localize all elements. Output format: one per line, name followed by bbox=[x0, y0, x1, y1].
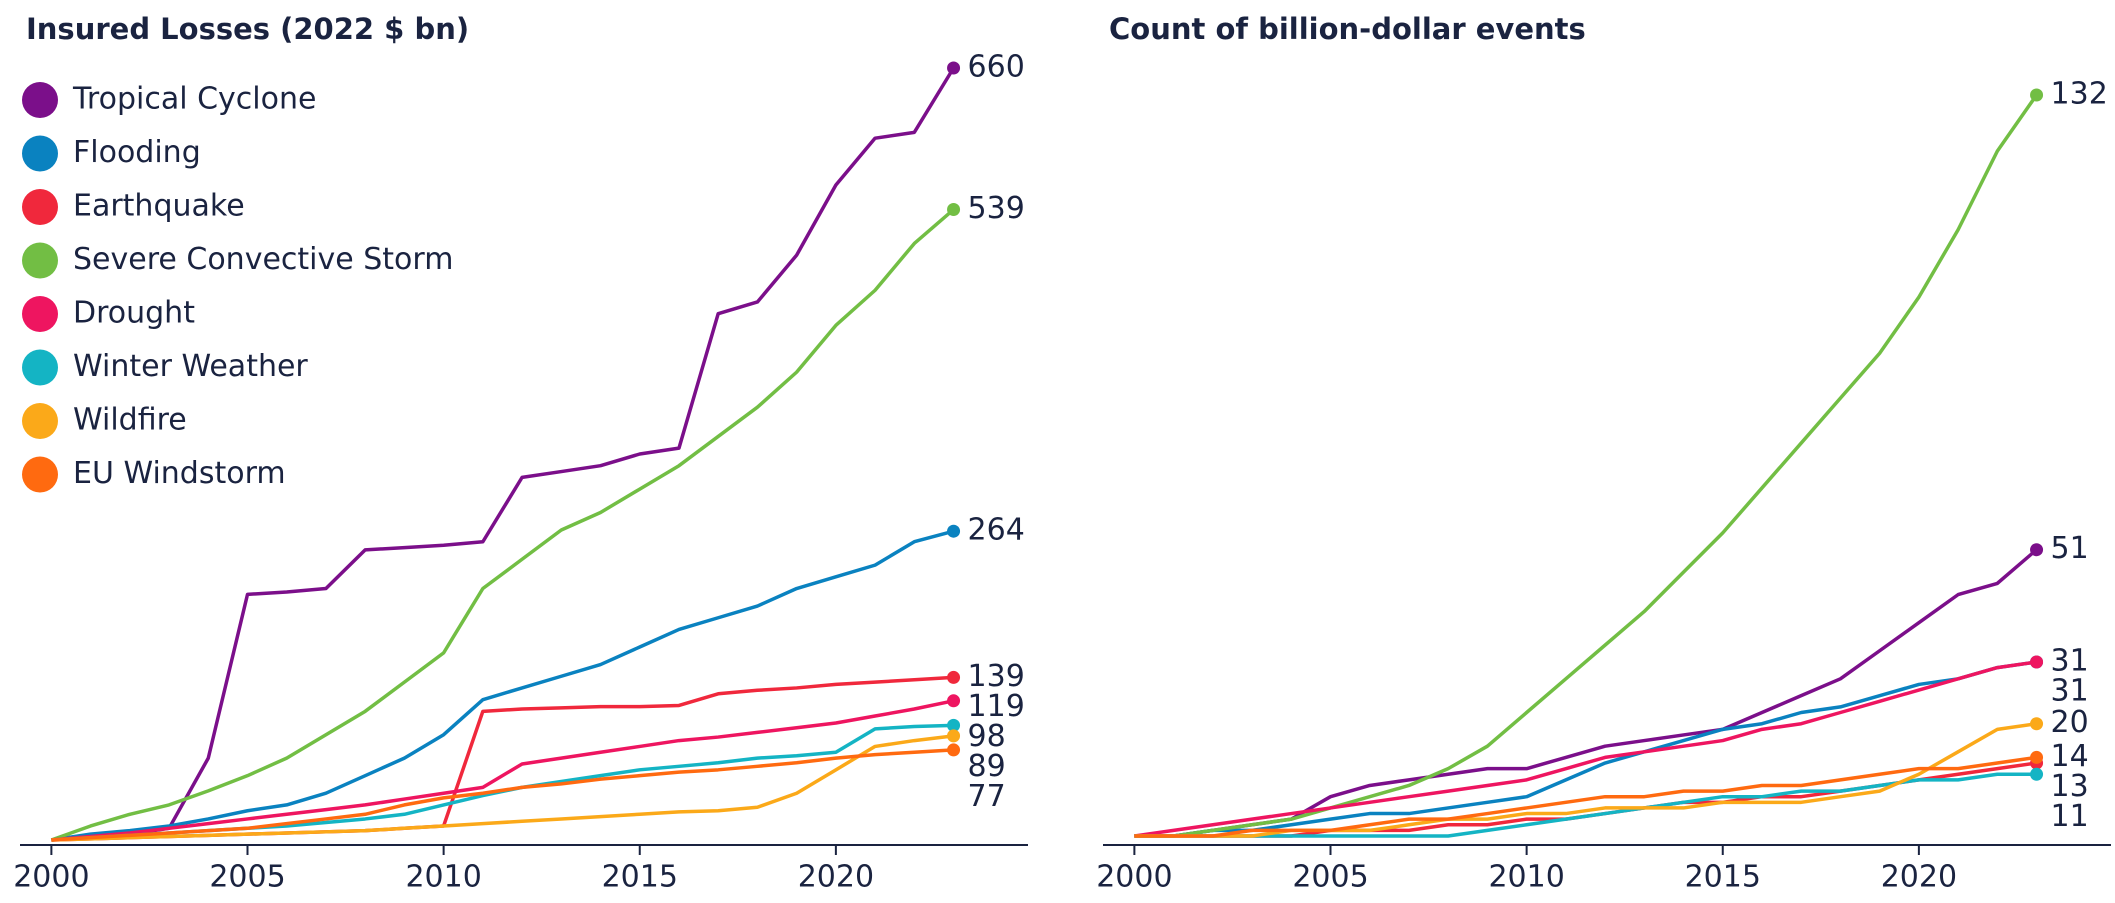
end-label: 89 bbox=[968, 749, 1006, 784]
end-dot bbox=[947, 729, 961, 743]
legend-label: Winter Weather bbox=[73, 349, 308, 384]
legend-label: EU Windstorm bbox=[73, 456, 286, 491]
end-label: 11 bbox=[2051, 799, 2089, 834]
end-dot bbox=[947, 670, 961, 684]
series-line bbox=[51, 699, 954, 842]
series-line bbox=[1134, 772, 2037, 838]
end-dot bbox=[2030, 655, 2044, 669]
legend-label: Severe Convective Storm bbox=[73, 242, 453, 277]
series-line bbox=[1134, 93, 2038, 838]
end-label: 14 bbox=[2051, 739, 2089, 774]
end-dot bbox=[947, 718, 961, 732]
x-tick-label: 2005 bbox=[1292, 860, 1368, 895]
series-line bbox=[51, 734, 954, 842]
x-tick-label: 2015 bbox=[1685, 860, 1761, 895]
series-line bbox=[1134, 660, 2037, 838]
end-label: 31 bbox=[2051, 643, 2089, 678]
series-line bbox=[51, 67, 956, 842]
end-dot bbox=[2030, 88, 2044, 102]
x-tick-label: 2000 bbox=[1096, 860, 1172, 895]
series-line bbox=[1134, 721, 2037, 838]
series-line bbox=[1134, 548, 2038, 838]
series-line bbox=[51, 748, 954, 842]
legend-swatch bbox=[22, 135, 58, 172]
end-dot bbox=[947, 743, 961, 757]
x-tick-label: 2020 bbox=[798, 860, 874, 895]
end-label: 51 bbox=[2051, 531, 2089, 566]
end-dot bbox=[947, 61, 961, 75]
end-dot bbox=[947, 524, 961, 538]
end-dot bbox=[2030, 750, 2044, 764]
x-tick-label: 2010 bbox=[405, 860, 481, 895]
end-label: 139 bbox=[968, 659, 1025, 694]
series-line bbox=[1134, 660, 2037, 838]
end-label: 119 bbox=[968, 689, 1025, 724]
end-dot bbox=[2030, 767, 2044, 781]
legend-swatch bbox=[22, 242, 58, 279]
end-dot bbox=[947, 203, 961, 217]
legend-label: Flooding bbox=[73, 135, 201, 170]
x-tick-label: 2000 bbox=[13, 860, 89, 895]
legend-label: Wildfire bbox=[73, 403, 187, 438]
end-label: 13 bbox=[2051, 769, 2089, 804]
end-label: 31 bbox=[2051, 673, 2089, 708]
end-label: 98 bbox=[968, 719, 1006, 754]
end-label: 20 bbox=[2051, 705, 2089, 740]
end-dot bbox=[2030, 543, 2044, 557]
legend-swatch bbox=[22, 456, 58, 493]
end-label: 132 bbox=[2051, 77, 2108, 112]
series-line bbox=[50, 208, 955, 842]
x-tick-label: 2015 bbox=[602, 860, 678, 895]
end-dot bbox=[2030, 717, 2044, 731]
end-label: 77 bbox=[968, 779, 1006, 814]
series-line bbox=[51, 529, 955, 842]
legend-swatch bbox=[22, 82, 58, 118]
legend-swatch bbox=[22, 296, 58, 332]
chart-title: Insured Losses (2022 $ bn) bbox=[26, 12, 469, 46]
legend-swatch bbox=[22, 349, 58, 386]
end-label: 539 bbox=[968, 191, 1025, 226]
end-label: 264 bbox=[968, 513, 1025, 548]
legend-label: Earthquake bbox=[73, 189, 245, 224]
x-tick-label: 2020 bbox=[1881, 860, 1957, 895]
end-dot bbox=[947, 694, 961, 708]
legend-label: Tropical Cyclone bbox=[72, 82, 316, 117]
legend-label: Drought bbox=[73, 296, 195, 331]
chart-title: Count of billion-dollar events bbox=[1109, 12, 1586, 46]
x-tick-label: 2010 bbox=[1488, 860, 1564, 895]
legend-swatch bbox=[22, 189, 58, 225]
x-tick-label: 2005 bbox=[209, 860, 285, 895]
series-line bbox=[1134, 755, 2037, 838]
legend-swatch bbox=[22, 403, 58, 439]
end-label: 660 bbox=[968, 50, 1025, 85]
